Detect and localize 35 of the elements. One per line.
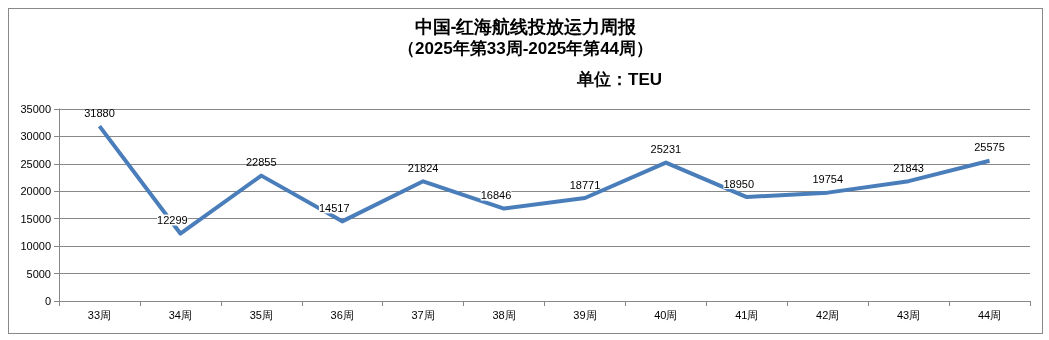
x-tick-label: 40周 (654, 308, 678, 321)
x-tick-label: 34周 (168, 308, 192, 321)
y-tick-label: 0 (44, 295, 51, 307)
data-label: 14517 (318, 201, 350, 214)
x-tick-label: 41周 (735, 308, 759, 321)
data-label: 31880 (84, 106, 115, 119)
data-label: 25231 (650, 143, 682, 156)
x-tick-label: 44周 (977, 308, 1002, 321)
y-tick-label: 5000 (26, 267, 51, 280)
x-tick-label: 37周 (411, 308, 435, 321)
data-label: 19754 (812, 173, 844, 186)
y-tick-label: 10000 (20, 240, 51, 253)
data-label: 21824 (407, 161, 439, 174)
chart-subtitle: （2025年第33周-2025年第44周） (397, 39, 654, 58)
y-tick-label: 35000 (20, 103, 51, 115)
text: 单位：TEU (576, 70, 662, 89)
x-tick-label: 39周 (573, 308, 597, 321)
data-label: 21843 (893, 161, 924, 174)
x-tick-label: 42周 (816, 308, 840, 321)
y-tick-label: 30000 (20, 130, 51, 143)
data-label: 16846 (480, 189, 512, 202)
x-tick-label: 36周 (330, 308, 354, 321)
y-tick-label: 20000 (20, 185, 51, 198)
data-label: 18950 (723, 177, 755, 190)
x-tick-label: 43周 (897, 308, 921, 321)
data-label: 18771 (569, 178, 601, 191)
data-label: 25575 (974, 141, 1005, 154)
x-tick-label: 38周 (492, 308, 516, 321)
chart-title: 中国-红海航线投放运力周报 (414, 17, 638, 37)
y-tick-label: 25000 (20, 157, 51, 170)
x-tick-label: 33周 (87, 308, 112, 321)
data-label: 12299 (157, 214, 188, 227)
x-tick-label: 35周 (249, 308, 273, 321)
data-label: 22855 (245, 156, 277, 169)
y-tick-label: 15000 (20, 212, 51, 225)
